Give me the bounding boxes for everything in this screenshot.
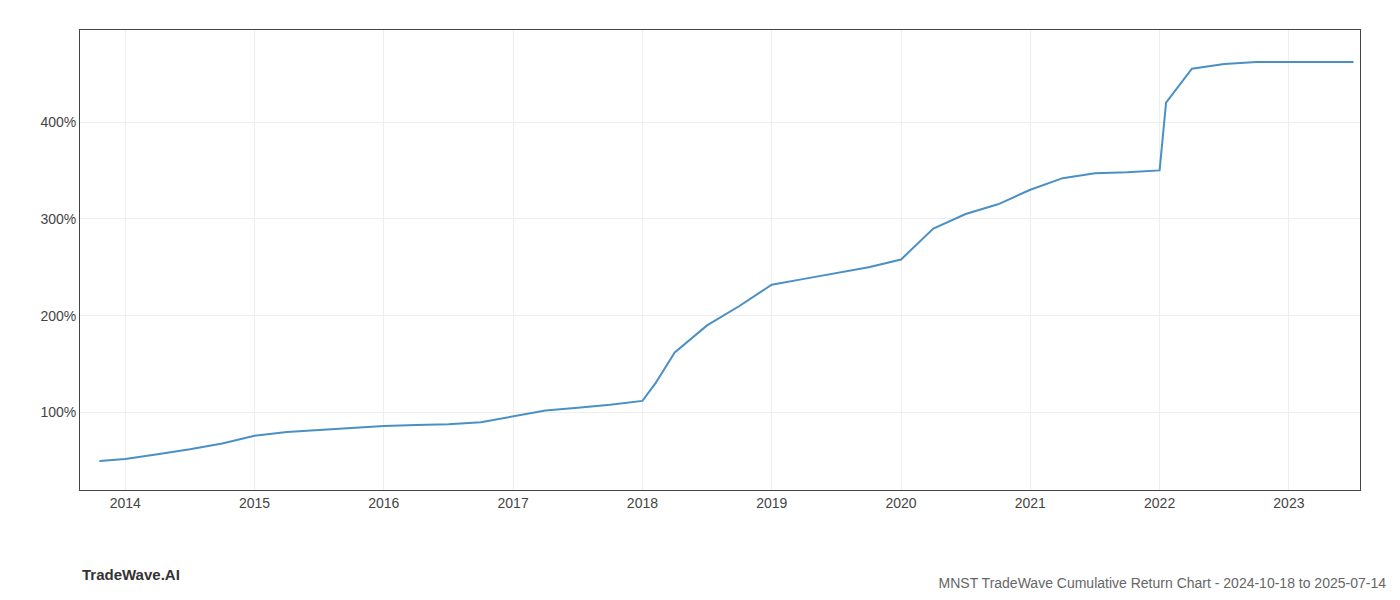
- svg-text:2020: 2020: [885, 495, 916, 511]
- svg-text:2022: 2022: [1144, 495, 1175, 511]
- svg-text:MNST TradeWave Cumulative Retu: MNST TradeWave Cumulative Return Chart -…: [939, 575, 1387, 591]
- svg-text:2017: 2017: [498, 495, 529, 511]
- svg-text:100%: 100%: [40, 404, 76, 420]
- svg-text:300%: 300%: [40, 211, 76, 227]
- svg-text:200%: 200%: [40, 308, 76, 324]
- svg-text:TradeWave.AI: TradeWave.AI: [82, 566, 180, 583]
- svg-text:2021: 2021: [1015, 495, 1046, 511]
- svg-text:2016: 2016: [368, 495, 399, 511]
- svg-text:400%: 400%: [40, 114, 76, 130]
- svg-text:2018: 2018: [627, 495, 658, 511]
- svg-text:2014: 2014: [110, 495, 141, 511]
- svg-text:2023: 2023: [1273, 495, 1304, 511]
- svg-text:2019: 2019: [756, 495, 787, 511]
- svg-text:2015: 2015: [239, 495, 270, 511]
